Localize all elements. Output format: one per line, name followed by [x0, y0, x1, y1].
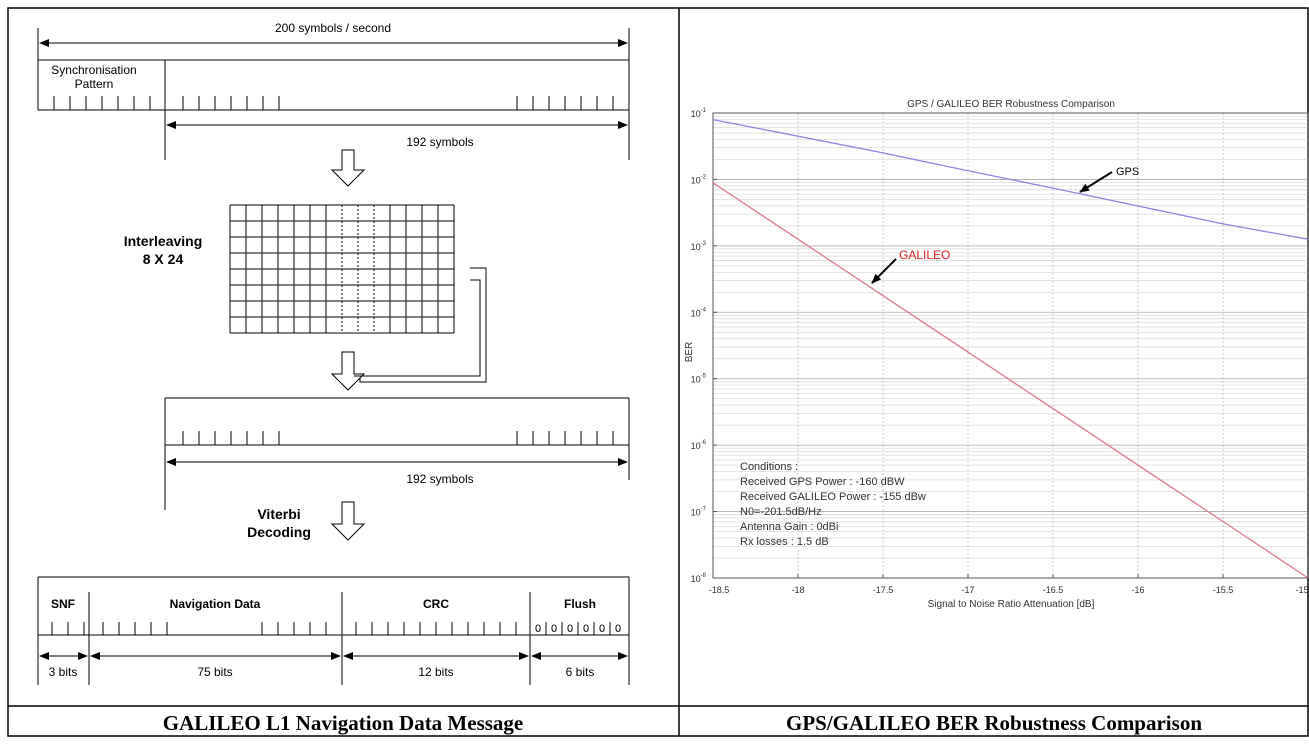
caption-right: GPS/GALILEO BER Robustness Comparison: [786, 711, 1202, 735]
y-tick-label: 10-2: [691, 174, 707, 185]
interleaving-label-line2: 8 X 24: [143, 251, 184, 267]
symbols-label-1: 192 symbols: [406, 135, 473, 149]
gps-annotation-arrow: [1079, 171, 1113, 193]
x-tick-label: -18: [791, 585, 804, 595]
navigation-message-diagram: [37, 28, 630, 685]
y-tick-label: 10-3: [691, 241, 707, 252]
message-row-ticks: [51, 622, 611, 636]
y-tick-label: 10-4: [691, 307, 707, 318]
field-flush: Flush: [564, 597, 596, 611]
condition-line: N0=-201.5dB/Hz: [740, 506, 822, 518]
x-axis-label: Signal to Noise Ratio Attenuation [dB]: [928, 599, 1095, 610]
flush-bits-label: 6 bits: [566, 665, 595, 679]
x-tick-label: -15.5: [1213, 585, 1234, 595]
y-tick-label: 10-1: [691, 108, 707, 119]
flush-bit-value: 0: [615, 623, 621, 635]
y-tick-label: 10-5: [691, 374, 707, 385]
x-axis-ticks: -18.5 -18 -17.5 -17 -16.5 -16 -15.5 -15: [709, 574, 1309, 595]
flush-bit-value: 0: [551, 623, 557, 635]
x-tick-label: -17: [961, 585, 974, 595]
galileo-series-line: [712, 182, 1309, 579]
chart-series: [712, 118, 1309, 579]
x-tick-label: -16.5: [1043, 585, 1064, 595]
condition-line: Rx losses : 1.5 dB: [740, 536, 829, 548]
condition-line: Conditions :: [740, 461, 798, 473]
y-tick-label: 10-6: [691, 440, 707, 451]
flush-bit-value: 0: [567, 623, 573, 635]
symbol-row-1-ticks: [182, 96, 614, 111]
snf-bits-label: 3 bits: [49, 665, 78, 679]
galileo-annotation: GALILEO: [899, 248, 950, 262]
sync-label-line2: Pattern: [75, 77, 114, 91]
field-crc: CRC: [423, 597, 449, 611]
interleaving-label-line1: Interleaving: [124, 233, 203, 249]
gps-annotation: GPS: [1116, 166, 1139, 178]
conditions-box: Conditions : Received GPS Power : -160 dB…: [740, 461, 926, 548]
x-tick-label: -15: [1295, 585, 1308, 595]
crc-bits-label: 12 bits: [418, 665, 453, 679]
chart-title: GPS / GALILEO BER Robustness Comparison: [907, 99, 1115, 110]
y-axis-ticks: 10-1 10-2 10-3 10-4 10-5 10-6 10-7 10-8: [691, 108, 717, 584]
x-tick-label: -18.5: [709, 585, 730, 595]
sync-pattern-ticks: [53, 96, 151, 110]
galileo-annotation-arrow: [871, 258, 897, 284]
rate-label: 200 symbols / second: [275, 21, 391, 35]
plot-area: [712, 112, 1309, 579]
interleaving-grid: [229, 204, 455, 334]
x-tick-label: -16: [1131, 585, 1144, 595]
condition-line: Received GPS Power : -160 dBW: [740, 476, 905, 488]
sync-label-line1: Synchronisation: [51, 63, 136, 77]
loop-arrow: [354, 267, 487, 383]
gps-series-line: [712, 118, 1309, 240]
down-arrow-1: [330, 149, 366, 187]
y-axis-label: BER: [684, 342, 695, 363]
condition-line: Antenna Gain : 0dBi: [740, 521, 838, 533]
condition-line: Received GALILEO Power : -155 dBw: [740, 491, 926, 503]
viterbi-label-line2: Decoding: [247, 524, 311, 540]
ber-chart: GPS / GALILEO BER Robustness Comparison …: [684, 99, 1309, 610]
flush-bit-value: 0: [599, 623, 605, 635]
field-navigation-data: Navigation Data: [170, 597, 261, 611]
outer-frame: [7, 7, 1309, 737]
y-tick-label: 10-7: [691, 507, 707, 518]
navdata-bits-label: 75 bits: [197, 665, 232, 679]
down-arrow-3: [330, 501, 366, 541]
caption-left: GALILEO L1 Navigation Data Message: [163, 711, 524, 735]
chart-minor-grid: [713, 115, 1308, 559]
down-arrow-2: [330, 351, 366, 391]
flush-bit-value: 0: [535, 623, 541, 635]
x-tick-label: -17.5: [873, 585, 894, 595]
symbol-row-2-ticks: [182, 431, 614, 446]
flush-bit-value: 0: [583, 623, 589, 635]
y-tick-label: 10-8: [691, 573, 707, 584]
viterbi-label-line1: Viterbi: [257, 506, 300, 522]
symbols-label-2: 192 symbols: [406, 472, 473, 486]
field-snf: SNF: [51, 597, 75, 611]
